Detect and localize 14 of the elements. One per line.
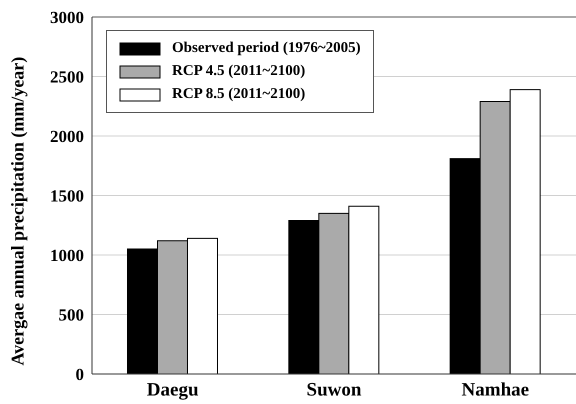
x-tick-label: Suwon [306, 379, 362, 400]
y-tick-label: 1000 [50, 246, 84, 266]
x-tick-label: Namhae [462, 379, 530, 400]
legend-label: RCP 4.5 (2011~2100) [172, 63, 306, 80]
y-tick-label: 1500 [50, 186, 84, 206]
x-tick-label: Daegu [146, 379, 199, 400]
legend-label: Observed period (1976~2005) [172, 40, 361, 57]
y-tick-label: 500 [58, 306, 84, 325]
legend-label: RCP 8.5 (2011~2100) [172, 86, 306, 103]
y-axis-title: Avergae annual precipitation (mm/year) [7, 56, 28, 366]
y-tick-label: 0 [76, 365, 84, 384]
y-tick-label: 3000 [50, 8, 84, 28]
y-tick-label: 2000 [50, 127, 84, 146]
y-tick-label: 2500 [50, 68, 84, 87]
